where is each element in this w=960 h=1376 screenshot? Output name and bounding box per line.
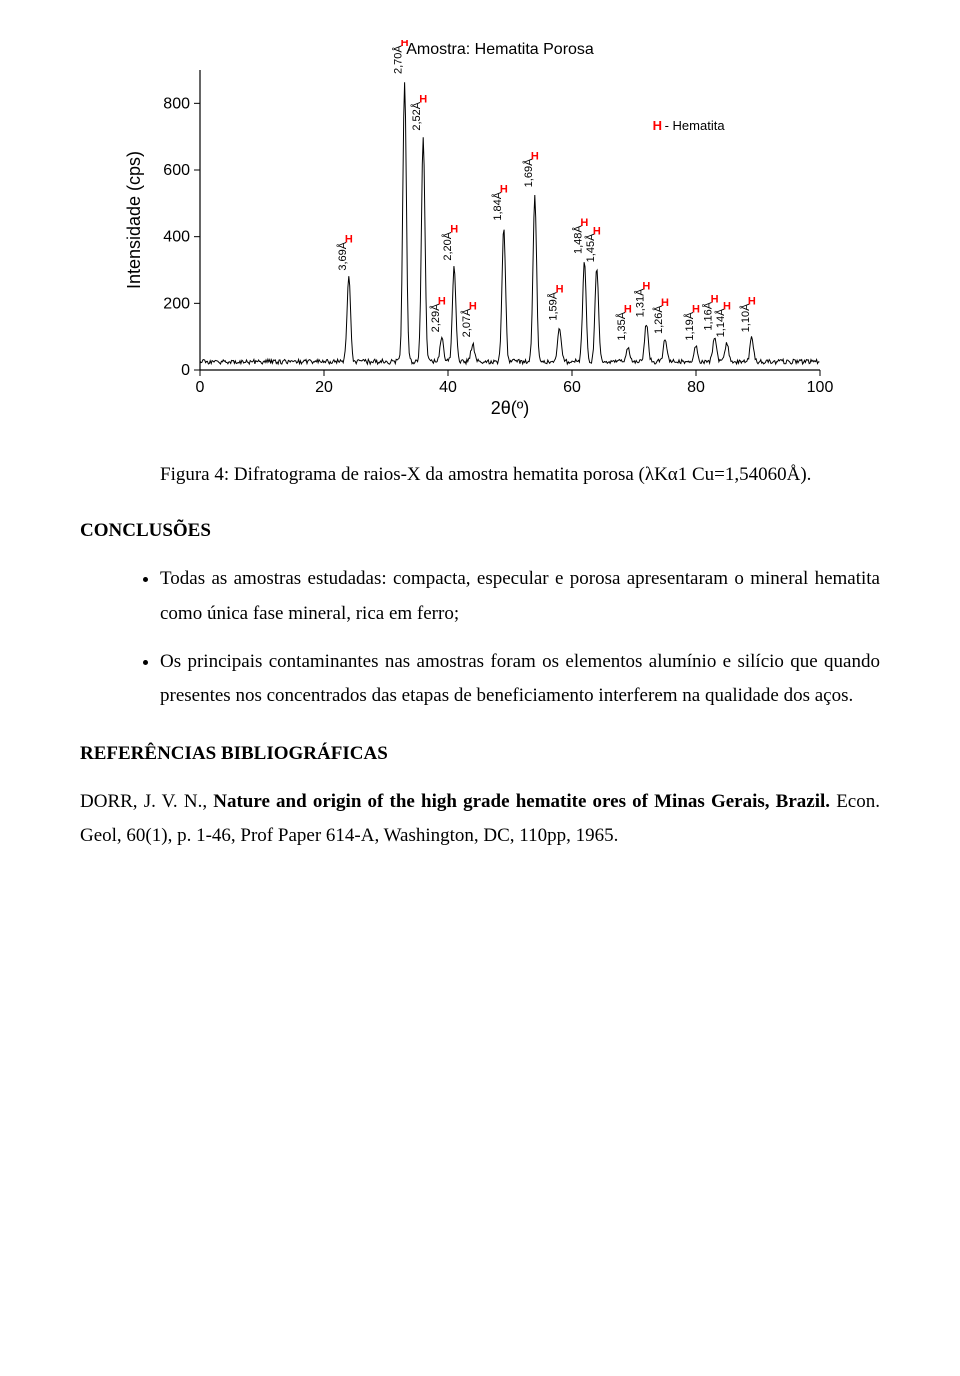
svg-text:600: 600	[163, 162, 190, 179]
svg-text:0: 0	[196, 379, 205, 396]
xrd-chart-svg: Amostra: Hematita Porosa 0 200 400 600 800 0 20…	[120, 40, 840, 420]
svg-text:2,52Å: 2,52Å	[410, 101, 423, 130]
svg-text:1,48Å: 1,48Å	[571, 225, 584, 254]
reference-title: Nature and origin of the high grade hema…	[213, 791, 830, 812]
svg-text:2,70Å: 2,70Å	[392, 45, 405, 74]
svg-text:Amostra: Hematita Porosa: Amostra: Hematita Porosa	[406, 41, 594, 58]
references-heading: REFERÊNCIAS BIBLIOGRÁFICAS	[80, 743, 880, 765]
svg-text:60: 60	[563, 379, 581, 396]
svg-text:20: 20	[315, 379, 333, 396]
svg-text:2θ(º): 2θ(º)	[491, 398, 530, 418]
svg-text:1,31Å: 1,31Å	[633, 288, 646, 317]
svg-text:1,35Å: 1,35Å	[615, 311, 628, 340]
svg-text:1,26Å: 1,26Å	[652, 305, 665, 334]
figure-caption: Figura 4: Difratograma de raios-X da amo…	[160, 460, 880, 490]
svg-text:1,16Å: 1,16Å	[702, 301, 715, 330]
conclusions-item: Todas as amostras estudadas: compacta, e…	[160, 562, 880, 630]
conclusions-heading: CONCLUSÕES	[80, 520, 880, 542]
svg-text:400: 400	[163, 229, 190, 246]
reference-entry: DORR, J. V. N., Nature and origin of the…	[80, 785, 880, 853]
svg-text:2,20Å: 2,20Å	[441, 231, 454, 260]
svg-text:100: 100	[807, 379, 834, 396]
conclusions-list: Todas as amostras estudadas: compacta, e…	[80, 562, 880, 713]
svg-text:1,45Å: 1,45Å	[584, 233, 597, 262]
svg-text:80: 80	[687, 379, 705, 396]
svg-text:Intensidade (cps): Intensidade (cps)	[124, 151, 144, 289]
svg-text:2,07Å: 2,07Å	[460, 308, 473, 337]
svg-text:1,10Å: 1,10Å	[739, 303, 752, 332]
svg-text:3,69Å: 3,69Å	[336, 241, 349, 270]
svg-text:- Hematita: - Hematita	[665, 118, 726, 133]
svg-text:200: 200	[163, 295, 190, 312]
svg-text:0: 0	[181, 362, 190, 379]
svg-text:1,19Å: 1,19Å	[683, 311, 696, 340]
svg-text:800: 800	[163, 95, 190, 112]
conclusions-item: Os principais contaminantes nas amostras…	[160, 645, 880, 713]
svg-text:H: H	[653, 118, 662, 133]
reference-prefix: DORR, J. V. N.,	[80, 791, 213, 812]
svg-text:1,84Å: 1,84Å	[491, 191, 504, 220]
svg-text:40: 40	[439, 379, 457, 396]
xrd-chart: Amostra: Hematita Porosa 0 200 400 600 800 0 20…	[120, 40, 840, 420]
svg-text:1,69Å: 1,69Å	[522, 158, 535, 187]
svg-text:2,29Å: 2,29Å	[429, 303, 442, 332]
svg-text:1,14Å: 1,14Å	[714, 308, 727, 337]
svg-text:1,59Å: 1,59Å	[547, 291, 560, 320]
